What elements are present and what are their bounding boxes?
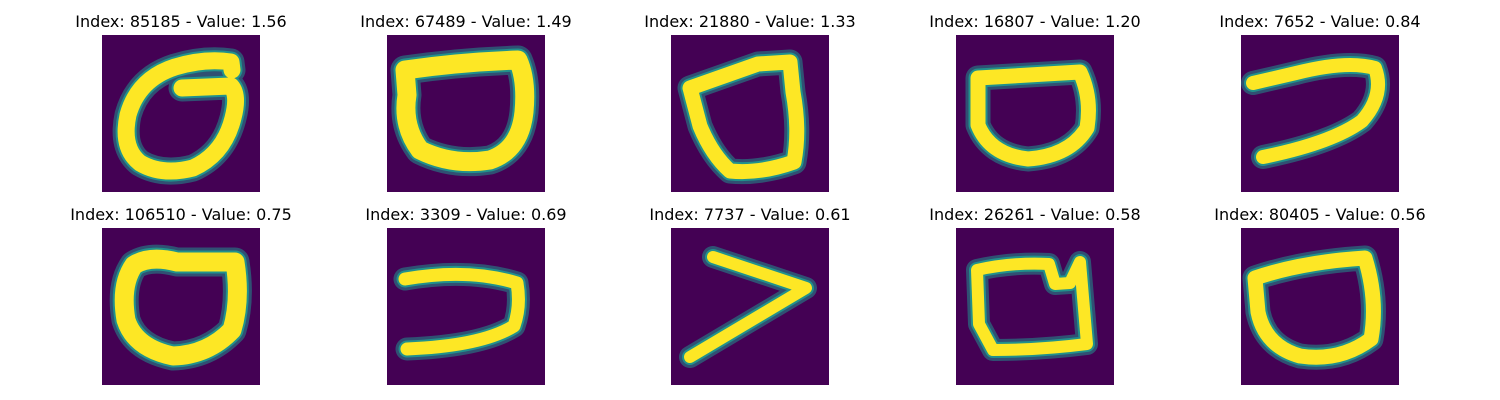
panel-title: Index: 7737 - Value: 0.61 xyxy=(649,205,851,224)
handwritten-hook-icon xyxy=(1241,35,1399,192)
handwritten-hook-icon xyxy=(387,228,545,385)
stroke-core xyxy=(398,267,525,356)
panel-title: Index: 80405 - Value: 0.56 xyxy=(1214,205,1426,224)
stroke-core xyxy=(1246,58,1385,164)
digit-panel: Index: 106510 - Value: 0.75 xyxy=(56,203,306,393)
handwritten-zero-icon xyxy=(671,35,829,192)
panel-title: Index: 16807 - Value: 1.20 xyxy=(929,12,1141,31)
panel-title: Index: 85185 - Value: 1.56 xyxy=(75,12,287,31)
stroke-core xyxy=(395,50,535,172)
stroke-core xyxy=(970,64,1096,167)
digit-panel: Index: 7652 - Value: 0.84 xyxy=(1195,10,1445,200)
digit-panel: Index: 7737 - Value: 0.61 xyxy=(625,203,875,393)
handwritten-chevron-icon xyxy=(671,228,829,385)
digit-panel: Index: 85185 - Value: 1.56 xyxy=(56,10,306,200)
handwritten-zero-icon xyxy=(387,35,545,192)
panel-title: Index: 7652 - Value: 0.84 xyxy=(1219,12,1421,31)
handwritten-zero-icon xyxy=(102,228,260,385)
digit-panel: Index: 80405 - Value: 0.56 xyxy=(1195,203,1445,393)
panel-title: Index: 21880 - Value: 1.33 xyxy=(644,12,856,31)
stroke-core xyxy=(1247,250,1381,365)
handwritten-zero-icon xyxy=(1241,228,1399,385)
stroke-core xyxy=(114,249,247,366)
digit-panel: Index: 26261 - Value: 0.58 xyxy=(910,203,1160,393)
digit-panel: Index: 3309 - Value: 0.69 xyxy=(341,203,591,393)
stroke-core xyxy=(684,251,812,363)
stroke-core xyxy=(682,54,805,180)
stroke-core xyxy=(971,256,1093,356)
panel-title: Index: 26261 - Value: 0.58 xyxy=(929,205,1141,224)
handwritten-zero-icon xyxy=(956,228,1114,385)
digit-panel: Index: 16807 - Value: 1.20 xyxy=(910,10,1160,200)
panel-title: Index: 106510 - Value: 0.75 xyxy=(70,205,292,224)
digit-panel: Index: 67489 - Value: 1.49 xyxy=(341,10,591,200)
panel-title: Index: 3309 - Value: 0.69 xyxy=(365,205,567,224)
handwritten-zero-icon xyxy=(102,35,260,192)
panel-title: Index: 67489 - Value: 1.49 xyxy=(360,12,572,31)
handwritten-zero-icon xyxy=(956,35,1114,192)
stroke-core xyxy=(117,52,245,180)
digit-panel: Index: 21880 - Value: 1.33 xyxy=(625,10,875,200)
